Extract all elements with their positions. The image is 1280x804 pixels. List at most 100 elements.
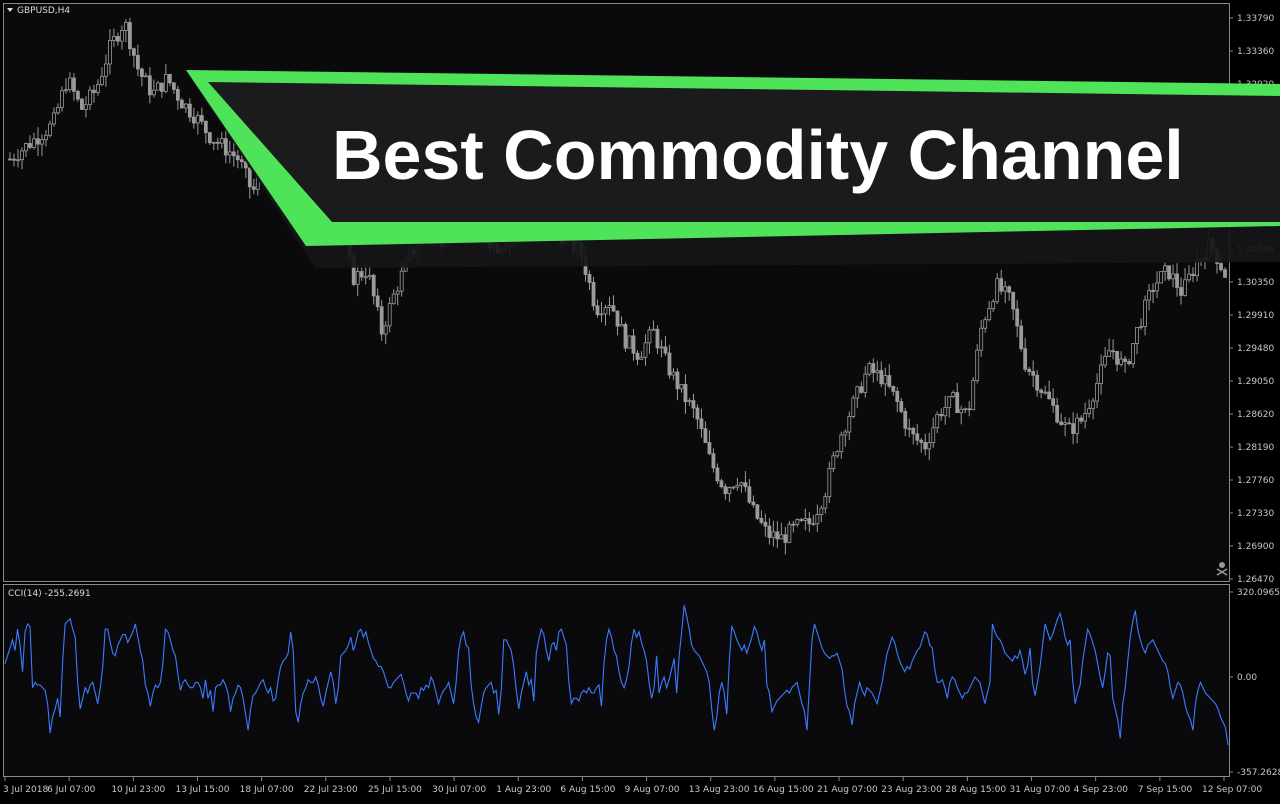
time-tick-label: 31 Aug 07:00 xyxy=(1010,785,1071,795)
candle-body xyxy=(903,410,908,429)
candle-body xyxy=(8,158,12,161)
candle-body xyxy=(659,346,664,349)
candle-body xyxy=(627,335,632,349)
triangle-down-icon[interactable] xyxy=(7,8,13,12)
cci-label: CCI(14) -255.2691 xyxy=(8,589,91,599)
price-tick-label: 1.29050 xyxy=(1237,377,1274,387)
candle-body xyxy=(1023,348,1028,370)
candle-body xyxy=(995,278,1000,303)
candle-body xyxy=(743,482,748,488)
candle-body xyxy=(1139,326,1143,328)
price-tick-label: 1.28620 xyxy=(1237,410,1274,420)
candle-body xyxy=(363,276,368,279)
candle-body xyxy=(371,274,376,297)
candle-body xyxy=(827,468,832,498)
candle-body xyxy=(239,159,244,163)
candle-body xyxy=(68,77,72,90)
candle-body xyxy=(675,371,680,390)
candle-body xyxy=(379,306,384,335)
cci-line xyxy=(4,605,1229,745)
candle-body xyxy=(383,325,388,335)
candle-body xyxy=(739,482,744,486)
candle-body xyxy=(104,63,108,77)
candle-body xyxy=(1135,327,1139,344)
candle-body xyxy=(935,414,940,429)
candle-body xyxy=(155,82,160,91)
candle-body xyxy=(859,386,864,393)
candle-body xyxy=(1015,308,1020,327)
candle-body xyxy=(619,324,624,327)
candle-body xyxy=(767,525,772,538)
candle-body xyxy=(24,143,28,152)
price-tick-label: 1.29480 xyxy=(1237,344,1274,354)
candle-body xyxy=(28,143,32,148)
candle-body xyxy=(883,375,888,385)
candle-body xyxy=(20,150,24,161)
cci-tick-label: 320.0965 xyxy=(1237,588,1280,598)
candle-body xyxy=(823,496,828,509)
candle-body xyxy=(48,123,52,136)
time-tick-label: 4 Sep 23:00 xyxy=(1074,785,1129,795)
candle-body xyxy=(143,75,148,78)
candle-body xyxy=(687,400,692,403)
candle-body xyxy=(1115,350,1119,365)
candle-body xyxy=(76,90,80,100)
candle-body xyxy=(663,346,668,354)
candle-body xyxy=(679,384,684,390)
candle-body xyxy=(779,534,784,540)
price-tick-label: 1.27330 xyxy=(1237,509,1274,519)
candle-body xyxy=(1131,343,1135,365)
candle-body xyxy=(1187,273,1191,281)
candle-body xyxy=(599,313,604,316)
time-tick-label: 18 Jul 07:00 xyxy=(240,785,294,795)
cci-tick-label: -357.2628 xyxy=(1237,768,1280,778)
candle-body xyxy=(1099,364,1104,384)
candle-body xyxy=(44,134,48,141)
candle-body xyxy=(951,392,956,397)
candle-body xyxy=(755,504,760,519)
candle-body xyxy=(931,427,936,443)
candle-body xyxy=(815,514,820,525)
price-tick-label: 1.27760 xyxy=(1237,476,1274,486)
candle-body xyxy=(231,151,236,157)
candle-body xyxy=(983,319,988,329)
candle-body xyxy=(615,310,620,327)
candle-body xyxy=(831,455,836,469)
time-tick-label: 21 Aug 07:00 xyxy=(817,785,878,795)
candle-body xyxy=(207,132,212,144)
candle-body xyxy=(979,327,984,351)
candle-body xyxy=(391,293,396,305)
candle-body xyxy=(987,308,992,321)
candle-body xyxy=(175,89,180,101)
candle-body xyxy=(1007,286,1012,293)
candle-body xyxy=(727,487,732,495)
candle-body xyxy=(603,307,608,315)
candle-body xyxy=(116,36,120,42)
candle-body xyxy=(60,90,64,108)
candle-body xyxy=(1159,271,1163,284)
candle-body xyxy=(631,335,636,354)
symbol-label: GBPUSD,H4 xyxy=(17,6,70,16)
candle-body xyxy=(751,501,756,506)
candle-body xyxy=(763,521,768,527)
candle-body xyxy=(1027,368,1032,372)
candle-body xyxy=(871,363,876,374)
candle-body xyxy=(1095,383,1100,402)
candle-body xyxy=(171,82,176,90)
candle-body xyxy=(187,103,192,118)
candle-body xyxy=(32,138,36,148)
candle-body xyxy=(1019,325,1024,350)
candle-body xyxy=(1003,286,1008,292)
candle-body xyxy=(843,431,848,436)
candle-body xyxy=(367,274,372,278)
candle-body xyxy=(811,523,816,526)
candle-body xyxy=(867,363,872,375)
time-tick-label: 9 Aug 07:00 xyxy=(625,785,680,795)
candle-body xyxy=(899,401,904,412)
time-tick-label: 13 Aug 23:00 xyxy=(689,785,750,795)
candle-body xyxy=(791,523,796,526)
candle-body xyxy=(191,116,196,124)
indicator-pane-frame xyxy=(3,584,1230,777)
